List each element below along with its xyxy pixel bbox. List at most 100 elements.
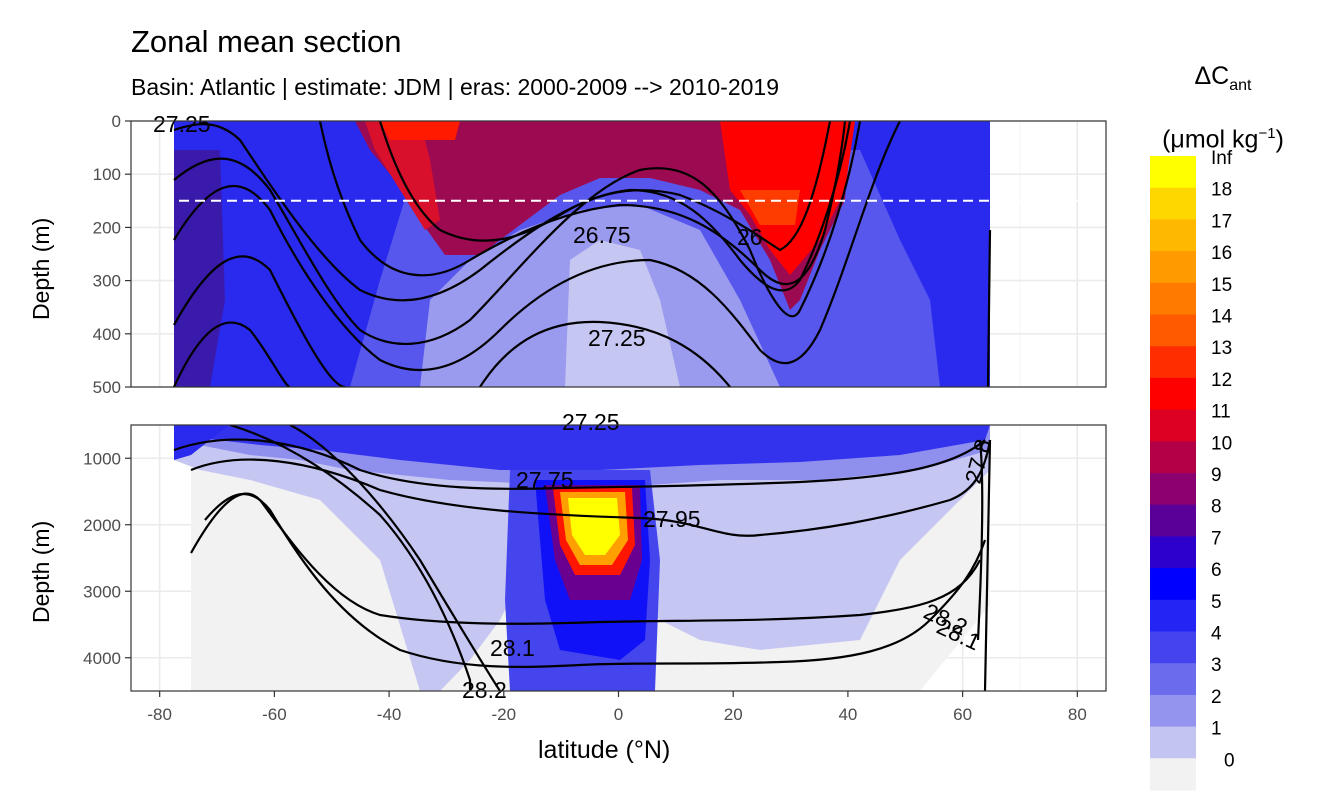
x-tick-label: -80: [147, 705, 172, 724]
contour-top-4: [479, 320, 731, 387]
field-pale-center-top: [565, 240, 680, 387]
y-tick-label: 3000: [83, 582, 121, 601]
legend-label: 5: [1211, 592, 1222, 613]
x-tick-label: 40: [838, 705, 857, 724]
legend-color-box: [1150, 631, 1196, 664]
contour-top-8: [986, 229, 992, 387]
contour-bot-5: [229, 425, 472, 691]
x-axis-label: latitude (°N): [538, 736, 671, 764]
legend-label: 3: [1211, 655, 1222, 676]
y-tick-label: 400: [93, 325, 121, 344]
y-tick-label: 200: [93, 218, 121, 237]
y-tick-label: 500: [93, 378, 121, 397]
field-red-tongue-top: [365, 121, 440, 230]
field-column-yellow-bottom: [568, 498, 620, 555]
contour-bot-7: [976, 439, 984, 641]
contour-label: 28.2: [462, 677, 507, 703]
chart-subtitle: Basin: Atlantic | estimate: JDM | eras: …: [131, 74, 779, 100]
y-tick-label: 2000: [83, 516, 121, 535]
y-tick-label: 1000: [83, 449, 121, 468]
legend-label: 4: [1211, 624, 1222, 645]
contour-label: 28.1: [490, 635, 535, 661]
contour-top-2: [173, 121, 901, 372]
legend-color-box: [1150, 473, 1196, 506]
legend-unit-suffix: ): [1275, 125, 1284, 154]
field-light-blue-upper-bottom: [174, 425, 990, 691]
legend-label: 10: [1211, 433, 1232, 454]
legend-title-sub: ant: [1229, 77, 1252, 94]
chart-title: Zonal mean section: [131, 24, 402, 59]
field-crimson-top: [355, 121, 850, 310]
contour-label: 27.25: [562, 409, 620, 435]
legend-unit-prefix: (μmol kg: [1162, 125, 1259, 154]
legend-title: ΔCant (μmol kg−1): [1148, 52, 1298, 163]
legend-color-box: [1150, 346, 1196, 379]
field-orange-patch-top: [740, 190, 800, 225]
field-red-middle-top: [380, 121, 460, 140]
contour-label: 27.75: [516, 467, 574, 493]
x-tick-label: 20: [724, 705, 743, 724]
legend-label: 2: [1211, 687, 1222, 708]
y-tick-label: 0: [112, 112, 121, 131]
legend-unit-sup: −1: [1258, 125, 1276, 142]
contour-label: 26.75: [573, 222, 631, 248]
legend-label: 8: [1211, 497, 1222, 518]
y-tick-label: 4000: [83, 649, 121, 668]
contour-label: 26: [737, 224, 763, 250]
contour-top-7: [378, 121, 832, 252]
legend-label: 17: [1211, 211, 1232, 232]
x-tick-label: 80: [1068, 705, 1087, 724]
contour-top-1: [173, 121, 862, 345]
legend-color-box: [1150, 314, 1196, 347]
legend-label: 11: [1211, 402, 1231, 423]
contour-top-9: [172, 321, 291, 387]
x-tick-label: 0: [614, 705, 623, 724]
contour-label: 27.25: [153, 111, 211, 137]
legend-color-box: [1150, 504, 1196, 537]
panel-border-top: [130, 120, 1107, 388]
legend-color-box: [1150, 187, 1196, 220]
legend-color-box: [1150, 568, 1196, 601]
isopycnal-contours: [172, 121, 992, 691]
contour-label: 27.25: [588, 325, 646, 351]
legend-label: 18: [1211, 180, 1232, 201]
legend-color-box: [1150, 377, 1196, 411]
field-dark-blue-top: [174, 121, 990, 387]
legend-color-box: [1150, 251, 1196, 284]
contour-bot-4: [204, 492, 987, 668]
legend-title-main: ΔC: [1194, 62, 1230, 90]
legend-color-box: [1150, 663, 1196, 696]
legend-label: 1: [1211, 719, 1222, 740]
field-top: [174, 121, 990, 387]
legend-label: 6: [1211, 560, 1222, 581]
legend-label: 15: [1211, 275, 1232, 296]
legend-color-box: [1150, 409, 1196, 442]
x-tick-label: -20: [492, 705, 517, 724]
legend-color-box: [1150, 536, 1196, 569]
axis-ticks: -80 -60 -40 -20 0 20 40 60 80 0 100 200 300 400 500 100…: [83, 112, 1087, 724]
legend-color-box: [1150, 156, 1196, 189]
field-blue-band-bottom: [174, 425, 990, 470]
legend-label: 9: [1211, 465, 1222, 486]
contour-bot-1: [173, 438, 986, 490]
legend-color-box: [1150, 219, 1196, 252]
legend-label: Inf: [1211, 148, 1233, 169]
legend-label: 12: [1211, 370, 1232, 391]
legend-label: 14: [1211, 307, 1233, 328]
legend-color-box: [1150, 599, 1196, 632]
legend-color-box: [1150, 726, 1196, 759]
x-tick-label: -40: [377, 705, 402, 724]
x-tick-label: 60: [953, 705, 972, 724]
legend-color-box: [1150, 441, 1196, 474]
contour-bot-2: [190, 439, 992, 537]
legend-label: 7: [1211, 528, 1222, 549]
contour-bot-6: [289, 425, 501, 691]
contour-top-3: [173, 255, 346, 387]
contour-top-6: [318, 121, 847, 286]
field-bottom: [174, 425, 990, 691]
field-purple-left-top: [174, 150, 225, 387]
contour-label: 27.95: [643, 506, 701, 532]
legend-label: 16: [1211, 243, 1232, 264]
